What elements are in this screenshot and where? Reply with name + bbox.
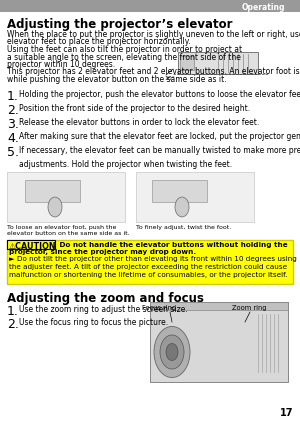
- Text: 10°: 10°: [164, 76, 175, 81]
- Text: 1.: 1.: [7, 90, 19, 103]
- Text: Zoom ring: Zoom ring: [232, 305, 266, 311]
- Text: Adjusting the projector’s elevator: Adjusting the projector’s elevator: [7, 18, 232, 31]
- Text: elevator feet to place the projector horizontally.: elevator feet to place the projector hor…: [7, 37, 190, 46]
- Text: Holding the projector, push the elevator buttons to loose the elevator feet.: Holding the projector, push the elevator…: [19, 90, 300, 99]
- Text: Release the elevator buttons in order to lock the elevator feet.: Release the elevator buttons in order to…: [19, 118, 259, 127]
- Text: ⚠CAUTION: ⚠CAUTION: [9, 242, 57, 250]
- Text: After making sure that the elevator feet are locked, put the projector gently.: After making sure that the elevator feet…: [19, 132, 300, 141]
- Text: 2.: 2.: [7, 104, 19, 117]
- Text: 2.: 2.: [7, 318, 19, 331]
- Text: projector, since the projector may drop down.: projector, since the projector may drop …: [9, 249, 196, 255]
- Text: projector within 10 degrees.: projector within 10 degrees.: [7, 60, 115, 69]
- Text: Do not handle the elevator buttons without holding the: Do not handle the elevator buttons witho…: [57, 242, 288, 248]
- Text: Use the zoom ring to adjust the screen size.: Use the zoom ring to adjust the screen s…: [19, 305, 188, 314]
- Text: Using the feet can also tilt the projector in order to project at: Using the feet can also tilt the project…: [7, 45, 242, 54]
- Text: Adjusting the zoom and focus: Adjusting the zoom and focus: [7, 292, 204, 305]
- Text: Use the focus ring to focus the picture.: Use the focus ring to focus the picture.: [19, 318, 168, 327]
- Text: a suitable angle to the screen, elevating the front side of the: a suitable angle to the screen, elevatin…: [7, 52, 241, 61]
- Text: 17: 17: [280, 408, 293, 418]
- Text: malfunction or shortening the lifetime of consumables, or the projector itself.: malfunction or shortening the lifetime o…: [9, 271, 287, 277]
- Text: 1.: 1.: [7, 305, 19, 318]
- Text: To loose an elevator foot, push the: To loose an elevator foot, push the: [7, 225, 116, 230]
- Text: To finely adjust, twist the foot.: To finely adjust, twist the foot.: [136, 225, 231, 230]
- Text: while pushing the elevator button on the same side as it.: while pushing the elevator button on the…: [7, 75, 226, 84]
- Text: If necessary, the elevator feet can be manually twisted to make more precise: If necessary, the elevator feet can be m…: [19, 146, 300, 155]
- Text: ► Do not tilt the projector other than elevating its front within 10 degrees usi: ► Do not tilt the projector other than e…: [9, 256, 297, 262]
- Text: Position the front side of the projector to the desired height.: Position the front side of the projector…: [19, 104, 250, 113]
- Text: elevator button on the same side as it.: elevator button on the same side as it.: [7, 231, 130, 236]
- Text: This projector has 2 elevator feet and 2 elevator buttons. An elevator foot is a: This projector has 2 elevator feet and 2…: [7, 67, 300, 77]
- Text: 3.: 3.: [7, 118, 19, 131]
- Text: Operating: Operating: [242, 3, 285, 12]
- Text: adjustments. Hold the projector when twisting the feet.: adjustments. Hold the projector when twi…: [19, 160, 232, 169]
- Text: When the place to put the projector is slightly uneven to the left or right, use: When the place to put the projector is s…: [7, 30, 300, 39]
- Text: Focus ring: Focus ring: [142, 305, 176, 311]
- Text: the adjuster feet. A tilt of the projector exceeding the restriction could cause: the adjuster feet. A tilt of the project…: [9, 264, 287, 270]
- Text: 5.: 5.: [7, 146, 19, 159]
- Text: 4.: 4.: [7, 132, 19, 145]
